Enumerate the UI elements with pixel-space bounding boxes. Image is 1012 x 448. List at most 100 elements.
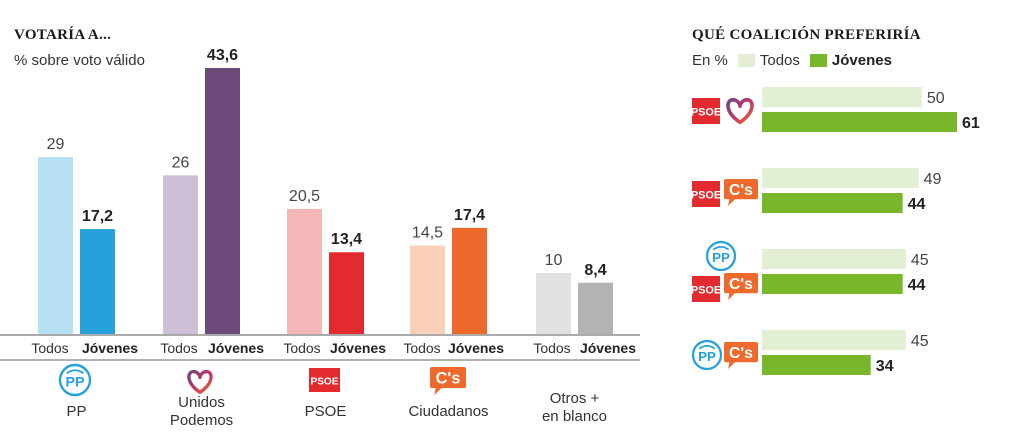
legend-label-todos: Todos (759, 52, 800, 69)
ciudadanos-logo-bubble (724, 179, 758, 206)
hbar-todos (762, 168, 919, 188)
ciudadanos-logo-text: C's (729, 276, 753, 293)
data-label: 34 (876, 358, 894, 375)
category-label: Podemos (170, 412, 233, 429)
legend-unit: En % (692, 52, 728, 69)
hbar-todos (762, 87, 922, 107)
hbar-jovenes (762, 112, 957, 132)
psoe-logo-text: PSOE (310, 376, 338, 387)
data-label: 8,4 (584, 262, 606, 279)
ciudadanos-logo-icon: C's (724, 179, 758, 206)
psoe-logo-box (692, 98, 720, 124)
series-tick-label-jovenes: Jóvenes (82, 340, 138, 356)
coalition-row: 45 34 (762, 330, 929, 375)
category-label: Otros + (550, 390, 600, 407)
psoe-logo-icon: PSOE (691, 276, 721, 302)
data-label: 45 (911, 333, 929, 350)
series-tick-label-todos: Todos (533, 340, 570, 356)
data-label: 50 (927, 90, 945, 107)
data-label: 17,2 (82, 208, 113, 225)
psoe-logo-box (692, 276, 720, 302)
series-tick-label-jovenes: Jóvenes (580, 340, 636, 356)
data-label: 13,4 (331, 231, 362, 248)
ciudadanos-logo-icon: C's (724, 273, 758, 300)
category-label: Ciudadanos (408, 403, 488, 420)
legend-label-jovenes: Jóvenes (831, 52, 892, 69)
unidos-podemos-heart-icon (726, 98, 754, 125)
psoe-logo-text: PSOE (691, 285, 721, 297)
hbar-todos (762, 249, 906, 269)
ciudadanos-logo-text: C's (436, 369, 461, 387)
data-label: 49 (924, 171, 942, 188)
psoe-logo-icon: PSOE (691, 98, 721, 124)
pp-logo-text: PP (698, 349, 716, 364)
psoe-logo-icon: PSOE (309, 368, 340, 392)
psoe-logo-text: PSOE (691, 107, 721, 119)
bar-jovenes (80, 229, 115, 334)
ciudadanos-logo-bubble (724, 342, 758, 369)
category-label: PP (66, 403, 86, 420)
hbar-jovenes (762, 274, 903, 294)
ciudadanos-logo-text: C's (729, 345, 753, 362)
psoe-logo-icon: PSOE (691, 181, 721, 207)
ciudadanos-logo-icon: C's (430, 367, 466, 395)
bar-todos (38, 157, 73, 334)
bar-jovenes (329, 252, 364, 334)
bar-group: 29 17,2 Todos Jóvenes PP (31, 136, 138, 420)
data-label: 44 (908, 196, 926, 213)
data-label: 44 (908, 277, 926, 294)
bar-group: 10 8,4 Todos Jóvenes Otros +en blanco (533, 252, 636, 425)
bar-jovenes (452, 227, 487, 334)
ciudadanos-logo-bubble (430, 367, 466, 395)
hbar-jovenes (762, 355, 871, 375)
bar-todos (536, 272, 571, 334)
psoe-logo-text: PSOE (691, 190, 721, 202)
hbar-todos (762, 330, 906, 350)
pp-logo-gull (698, 345, 716, 350)
psoe-logo-box (309, 368, 340, 392)
series-tick-label-todos: Todos (403, 340, 440, 356)
category-label: Unidos (178, 394, 225, 411)
psoe-logo-box (692, 181, 720, 207)
data-label: 17,4 (454, 207, 485, 224)
data-label: 14,5 (412, 225, 443, 242)
pp-logo-text: PP (712, 250, 730, 265)
legend-swatch-todos (737, 54, 755, 67)
ciudadanos-logo-bubble (724, 273, 758, 300)
left-chart-subtitle: % sobre voto válido (14, 52, 145, 69)
data-label: 26 (172, 154, 190, 171)
series-tick-label-todos: Todos (283, 340, 320, 356)
series-tick-label-jovenes: Jóvenes (448, 340, 504, 356)
unidos-podemos-heart-icon (187, 369, 213, 395)
bar-group: 14,5 17,4 Todos Jóvenes Ciudadanos (403, 207, 504, 420)
pp-logo-gull (712, 246, 730, 251)
bar-jovenes (578, 282, 613, 334)
data-label: 20,5 (289, 188, 320, 205)
bar-todos (163, 175, 198, 334)
right-chart-title: QUÉ COALICIÓN PREFERIRÍA (692, 27, 921, 43)
data-label: 43,6 (207, 47, 238, 64)
pp-logo-text: PP (65, 374, 85, 390)
right-chart-legend: En % Todos Jóvenes (692, 52, 892, 69)
hbar-jovenes (762, 193, 903, 213)
data-label: 45 (911, 252, 929, 269)
pp-logo-gull (66, 369, 84, 374)
bar-todos (287, 208, 322, 334)
series-tick-label-todos: Todos (160, 340, 197, 356)
pp-logo-icon: PP (58, 363, 92, 397)
pp-logo-icon: PP (705, 240, 737, 272)
category-label: en blanco (542, 408, 607, 425)
heart-shape (726, 98, 754, 125)
ciudadanos-logo-text: C's (729, 182, 753, 199)
category-label: PSOE (305, 403, 347, 420)
series-tick-label-jovenes: Jóvenes (330, 340, 386, 356)
bar-group: 20,5 13,4 Todos Jóvenes PSOE (283, 188, 386, 420)
data-label: 29 (47, 136, 65, 153)
legend-swatch-jovenes (809, 54, 827, 67)
pp-logo-icon: PP (691, 339, 723, 371)
heart-shape (187, 369, 213, 395)
